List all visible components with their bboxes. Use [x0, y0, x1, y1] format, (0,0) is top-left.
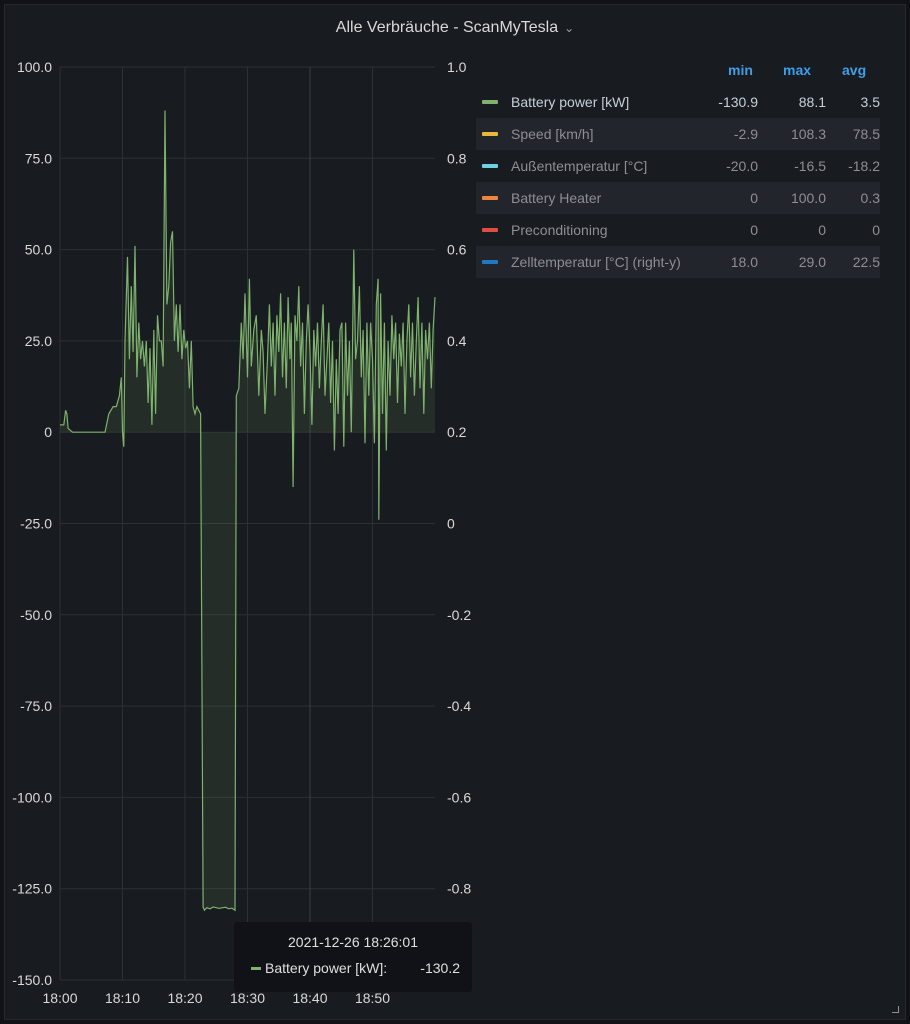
y-tick-label-left: -150.0: [12, 972, 52, 988]
y-tick-label-right: 0.6: [447, 242, 467, 258]
y-tick-label-left: -125.0: [12, 881, 52, 897]
legend-col-avg[interactable]: avg: [842, 62, 867, 78]
legend-series-name[interactable]: Außentemperatur [°C]: [511, 158, 648, 174]
y-tick-label-left: -25.0: [20, 516, 52, 532]
legend-row[interactable]: Zelltemperatur [°C] (right-y) 18.0 29.0 22.…: [476, 246, 880, 278]
y-tick-label-left: 25.0: [25, 333, 52, 349]
x-tick-label: 18:50: [355, 990, 390, 1006]
legend-swatch-icon[interactable]: [482, 196, 498, 200]
legend-avg-value: 78.5: [852, 126, 880, 142]
y-tick-label-left: 75.0: [25, 150, 52, 166]
panel-title[interactable]: Alle Verbräuche - ScanMyTesla ⌄: [5, 19, 905, 37]
y-tick-label-right: 0.4: [447, 333, 467, 349]
tooltip-series-label: Battery power [kW]:: [265, 960, 388, 976]
panel-title-text[interactable]: Alle Verbräuche - ScanMyTesla: [335, 19, 559, 36]
y-tick-label-left: -100.0: [12, 789, 52, 805]
y-tick-label-left: -75.0: [20, 698, 52, 714]
tooltip-series-value: -130.2: [420, 960, 460, 976]
legend-row[interactable]: Speed [km/h] -2.9 108.3 78.5: [476, 118, 880, 150]
y-tick-label-right: -0.6: [447, 789, 471, 805]
y-tick-label-left: -50.0: [20, 607, 52, 623]
legend-max-value: 29.0: [798, 254, 826, 270]
graph-panel: Alle Verbräuche - ScanMyTesla ⌄: [4, 4, 906, 1020]
legend-avg-value: -18.2: [848, 158, 880, 174]
legend-row[interactable]: Battery power [kW] -130.9 88.1 3.5: [476, 86, 880, 118]
legend-row[interactable]: Außentemperatur [°C] -20.0 -16.5 -18.2: [476, 150, 880, 182]
tooltip-time: 2021-12-26 18:26:01: [288, 934, 418, 950]
y-tick-label-right: 0.2: [447, 424, 467, 440]
resize-handle-icon[interactable]: [892, 1006, 899, 1013]
legend-max-value: 108.3: [790, 126, 826, 142]
y-tick-label-left: 0: [44, 424, 52, 440]
y-tick-label-right: -0.8: [447, 881, 471, 897]
legend-series-name[interactable]: Zelltemperatur [°C] (right-y): [511, 254, 681, 270]
legend-swatch-icon[interactable]: [482, 164, 498, 168]
x-tick-label: 18:20: [167, 990, 202, 1006]
legend-min-value: 18.0: [730, 254, 758, 270]
legend-header: min max avg: [476, 58, 880, 86]
legend-min-value: 0: [750, 190, 758, 206]
y-tick-label-left: 100.0: [17, 59, 52, 75]
legend-swatch-icon[interactable]: [482, 260, 498, 264]
legend-col-min[interactable]: min: [728, 62, 753, 78]
legend-min-value: 0: [750, 222, 758, 238]
y-tick-label-right: -0.2: [447, 607, 471, 623]
legend-swatch-icon[interactable]: [482, 100, 498, 104]
legend-max-value: -16.5: [794, 158, 826, 174]
legend-min-value: -2.9: [733, 126, 758, 142]
x-tick-label: 18:00: [42, 990, 77, 1006]
legend-avg-value: 0: [872, 222, 880, 238]
hover-tooltip: 2021-12-26 18:26:01 Battery power [kW]: …: [234, 922, 472, 992]
y-tick-label-right: 1.0: [447, 59, 467, 75]
legend-avg-value: 0.3: [860, 190, 880, 206]
x-tick-label: 18:30: [230, 990, 265, 1006]
x-tick-label: 18:40: [292, 990, 327, 1006]
y-tick-label-right: 0: [447, 516, 455, 532]
legend-swatch-icon[interactable]: [482, 228, 498, 232]
y-tick-label-right: 0.8: [447, 150, 467, 166]
legend-avg-value: 3.5: [860, 94, 880, 110]
legend-swatch-icon[interactable]: [482, 132, 498, 136]
legend-max-value: 0: [818, 222, 826, 238]
legend-max-value: 100.0: [790, 190, 826, 206]
legend-max-value: 88.1: [798, 94, 826, 110]
series-line-battery-power[interactable]: [60, 110, 436, 912]
legend-series-name[interactable]: Battery Heater: [511, 190, 602, 206]
legend-series-name[interactable]: Speed [km/h]: [511, 126, 594, 142]
tooltip-series-swatch: [251, 967, 261, 970]
x-tick-label: 18:10: [105, 990, 140, 1006]
legend-row[interactable]: Preconditioning 0 0 0: [476, 214, 880, 246]
chevron-down-icon[interactable]: ⌄: [564, 21, 575, 35]
legend-min-value: -20.0: [726, 158, 758, 174]
y-tick-label-left: 50.0: [25, 242, 52, 258]
legend-series-name[interactable]: Battery power [kW]: [511, 94, 630, 110]
legend-min-value: -130.9: [718, 94, 758, 110]
legend-series-name[interactable]: Preconditioning: [511, 222, 608, 238]
legend-row[interactable]: Battery Heater 0 100.0 0.3: [476, 182, 880, 214]
y-tick-label-right: -0.4: [447, 698, 471, 714]
legend-col-max[interactable]: max: [783, 62, 812, 78]
legend-table: min max avg Battery power [kW] -130.9 88.1…: [476, 58, 880, 278]
legend-avg-value: 22.5: [852, 254, 880, 270]
